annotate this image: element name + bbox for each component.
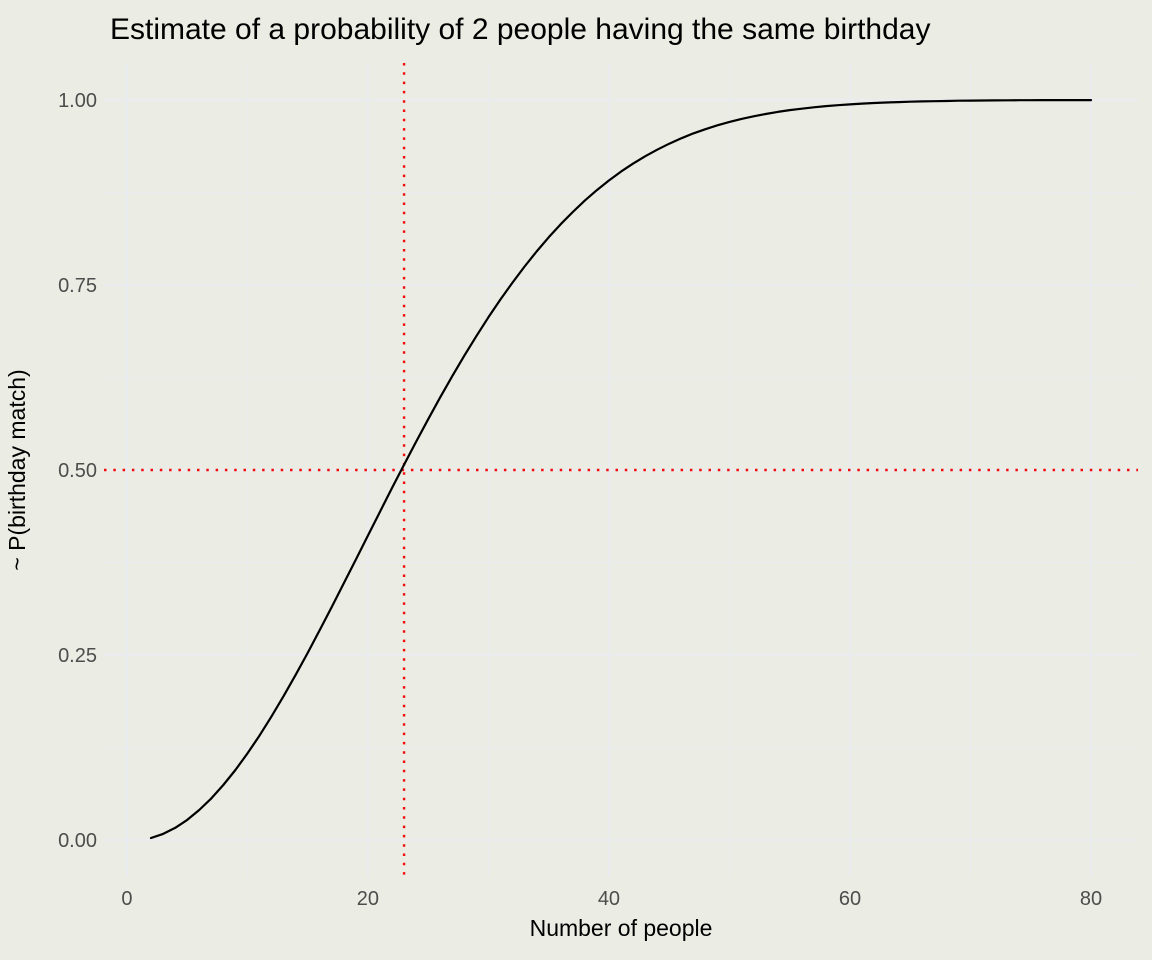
probability-curve xyxy=(149,98,1093,840)
x-tick-label: 60 xyxy=(839,888,861,910)
y-tick-label: 0.25 xyxy=(58,645,97,667)
x-tick-label: 20 xyxy=(357,888,379,910)
minor-gridlines xyxy=(104,63,1138,877)
series-line xyxy=(149,98,1093,840)
y-tick-label: 1.00 xyxy=(58,90,97,112)
y-axis-title: ~ P(birthday match) xyxy=(4,369,30,570)
major-gridlines xyxy=(104,63,1138,877)
y-axis-tick-labels: 0.00 0.25 0.50 0.75 1.00 xyxy=(58,90,97,852)
x-tick-label: 80 xyxy=(1080,888,1102,910)
y-tick-label: 0.50 xyxy=(58,460,97,482)
chart-title: Estimate of a probability of 2 people ha… xyxy=(110,13,931,46)
x-tick-label: 0 xyxy=(121,888,132,910)
x-axis-title: Number of people xyxy=(530,915,713,941)
x-axis-tick-labels: 0 20 40 60 80 xyxy=(121,888,1102,910)
y-tick-label: 0.00 xyxy=(58,830,97,852)
x-tick-label: 40 xyxy=(598,888,620,910)
y-tick-label: 0.75 xyxy=(58,275,97,297)
